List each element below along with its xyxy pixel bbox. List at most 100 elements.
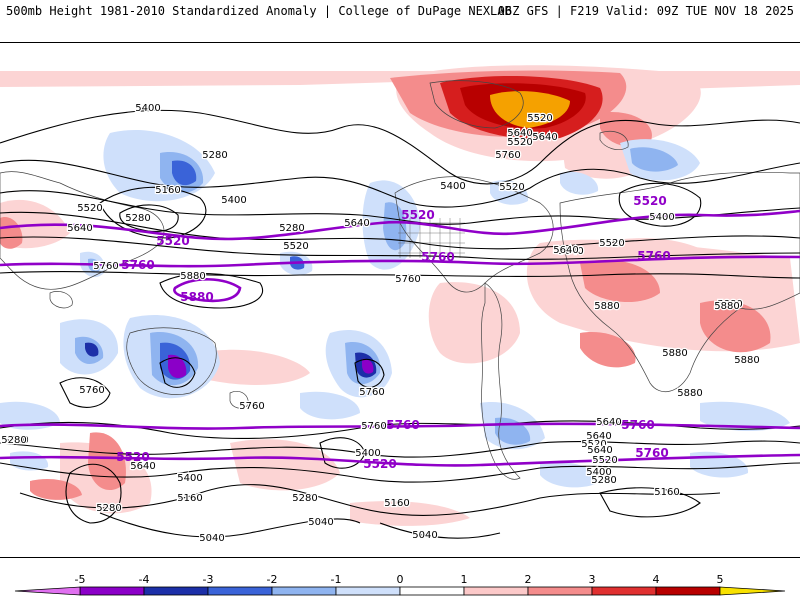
colorbar: -5 -4 -3 -2 -1 0 1 2 3 4 5 [14,573,786,596]
highlighted-contour [0,453,800,467]
contour-label: 5640 [507,128,532,139]
contour-label: 5760 [386,418,419,432]
height-contour [59,377,111,408]
colorbar-tick-label: 2 [525,573,532,586]
colorbar-segment [79,586,145,596]
colorbar-tick-label: 0 [397,573,404,586]
height-contour [19,484,721,516]
contour-label: 5520 [527,113,552,124]
contour-label: 5880 [594,301,619,312]
contour-label: 5640 [130,461,155,472]
contour-label: 5520 [363,457,396,471]
colorbar-segment [463,586,529,596]
contour-label: 5520 [592,455,617,466]
contour-label: 5280 [279,223,304,234]
contour-label: 5040 [199,533,224,544]
contour-label: 5880 [180,290,213,304]
height-contour [119,204,179,232]
height-contour [0,271,800,279]
height-contour [319,437,366,469]
contour-label: 5040 [412,530,437,541]
highlighted-contour [0,209,800,241]
coastline [481,282,521,480]
highlighted-contour [0,255,800,268]
contour-label: 5760 [421,250,454,264]
contour-label: 5160 [177,493,202,504]
coastline [559,171,800,393]
height-contours [0,109,800,539]
colorbar-segment [207,586,273,596]
contour-label: 5400 [135,103,160,114]
contour-label: 5400 [355,448,380,459]
contour-label: 5520 [116,450,149,464]
contour-label: 5400 [221,195,246,206]
height-contour [65,463,122,524]
contour-label: 5040 [308,517,333,528]
height-contour [379,522,501,539]
contour-label: 5760 [621,418,654,432]
anomaly-region [630,147,678,172]
contour-label: 5760 [93,261,118,272]
coastline [49,291,73,309]
height-contour [599,487,701,518]
contour-label: 5160 [654,487,679,498]
anomaly-region [700,401,790,432]
highlighted-contour [173,278,242,303]
contour-label: 5520 [507,137,532,148]
height-contour [159,272,263,309]
anomaly-region [700,300,771,353]
contour-label: 5760 [361,421,386,432]
colorbar-high-extension [719,586,786,596]
highlighted-contours [0,209,800,467]
contour-label: 5640 [587,445,612,456]
contour-label: 5760 [395,274,420,285]
anomaly-region [560,171,599,195]
anomaly-region [30,478,82,500]
height-contour [0,190,800,225]
contour-label: 5760 [635,446,668,460]
contour-label: 5760 [637,249,670,263]
coastlines [0,80,800,480]
contour-label: 5880 [180,271,205,282]
coastline [229,391,249,409]
contour-label: 5880 [734,355,759,366]
anomaly-region [490,91,570,128]
colorbar-tick-label: -2 [267,573,278,586]
anomaly-region [383,202,407,251]
colorbar-segment [335,586,401,596]
colorbar-segment [591,586,657,596]
contour-label: 5640 [586,431,611,442]
height-contour [99,512,361,538]
colorbar-segment [527,586,593,596]
contour-label: 5400 [649,212,674,223]
anomaly-region [490,180,529,205]
contour-label: 5280 [1,435,26,446]
anomaly-region [200,349,310,385]
contour-label: 5160 [155,185,180,196]
colorbar-segment [143,586,209,596]
contour-label: 5520 [581,439,606,450]
colorbar-segment [655,586,721,596]
contour-label: 5880 [677,388,702,399]
map-canvas: 5400528051605400552052805640552052805520… [0,65,800,545]
colorbar-bar [14,586,786,596]
contour-label: 5760 [121,258,154,272]
height-contour [0,236,800,260]
height-contour [0,462,800,483]
contour-label: 5520 [499,182,524,193]
colorbar-tick-label: -4 [139,573,150,586]
anomaly-region [85,342,99,357]
height-contour [0,420,800,439]
anomaly-region [350,501,470,526]
contour-label: 5760 [359,387,384,398]
colorbar-tick-label: 3 [589,573,596,586]
height-contour [159,357,196,388]
anomaly-region [580,259,660,303]
contour-label: 5760 [239,401,264,412]
anomaly-region [540,461,599,488]
colorbar-low-extension [14,586,81,596]
anomaly-region [300,391,360,420]
contour-label: 5520 [3,435,28,446]
colorbar-tick-label: -3 [203,573,214,586]
anomaly-map: 5400 5280 5160 5400 5520 5280 5640 5520 5280 5520… [0,42,800,558]
